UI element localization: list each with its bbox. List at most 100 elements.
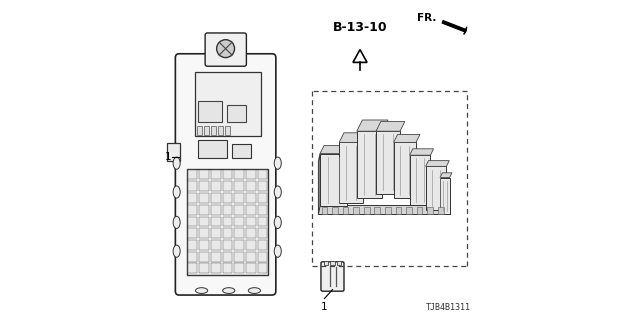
Bar xyxy=(258,252,268,261)
Polygon shape xyxy=(410,149,434,155)
Bar xyxy=(234,193,244,203)
Bar xyxy=(211,181,221,191)
Text: 1: 1 xyxy=(164,152,172,162)
Bar xyxy=(353,207,359,214)
Bar xyxy=(410,155,430,205)
Bar xyxy=(246,217,255,226)
Bar xyxy=(330,261,335,265)
Bar xyxy=(211,228,221,238)
Bar xyxy=(188,217,197,226)
Polygon shape xyxy=(353,50,367,62)
Bar xyxy=(223,181,232,191)
Bar xyxy=(223,193,232,203)
Bar xyxy=(211,217,221,226)
Bar xyxy=(258,217,268,226)
Bar xyxy=(234,181,244,191)
Bar xyxy=(364,207,370,214)
Bar xyxy=(332,207,338,214)
Polygon shape xyxy=(426,161,449,166)
Bar xyxy=(258,205,268,215)
Bar xyxy=(234,170,244,180)
Bar xyxy=(343,207,348,214)
Bar xyxy=(406,207,412,214)
Bar xyxy=(187,169,268,275)
Bar xyxy=(234,263,244,273)
Bar xyxy=(246,193,255,203)
FancyBboxPatch shape xyxy=(321,262,344,291)
Bar xyxy=(417,207,422,214)
Bar xyxy=(234,217,244,226)
Polygon shape xyxy=(320,146,351,154)
Circle shape xyxy=(216,40,235,58)
Bar xyxy=(258,263,268,273)
Bar xyxy=(200,217,209,226)
Bar xyxy=(200,263,209,273)
Bar xyxy=(324,261,328,265)
Bar xyxy=(188,228,197,238)
Bar xyxy=(246,181,255,191)
Bar xyxy=(426,166,447,210)
Text: B-13-10: B-13-10 xyxy=(333,20,387,34)
Bar xyxy=(246,252,255,261)
Bar xyxy=(188,181,197,191)
Bar xyxy=(211,170,221,180)
Ellipse shape xyxy=(275,186,282,198)
Bar xyxy=(188,252,197,261)
Bar xyxy=(339,142,364,203)
Bar xyxy=(223,170,232,180)
Ellipse shape xyxy=(173,186,180,198)
Bar xyxy=(223,205,232,215)
Bar xyxy=(232,144,252,158)
Bar xyxy=(198,140,227,158)
Text: TJB4B1311: TJB4B1311 xyxy=(426,303,470,312)
Bar xyxy=(320,154,347,206)
Bar xyxy=(200,170,209,180)
Ellipse shape xyxy=(275,245,282,257)
Bar xyxy=(218,126,223,135)
Bar xyxy=(211,252,221,261)
Bar xyxy=(211,126,216,135)
Bar xyxy=(223,252,232,261)
Bar xyxy=(204,126,209,135)
Bar xyxy=(200,252,209,261)
Polygon shape xyxy=(319,154,320,214)
Bar xyxy=(385,207,390,214)
Polygon shape xyxy=(394,134,420,142)
Bar xyxy=(394,142,416,198)
Polygon shape xyxy=(319,205,450,214)
Polygon shape xyxy=(339,133,368,142)
Bar xyxy=(223,263,232,273)
Polygon shape xyxy=(376,122,405,131)
Bar xyxy=(428,207,433,214)
Bar xyxy=(258,240,268,250)
Bar xyxy=(200,240,209,250)
Bar xyxy=(258,170,268,180)
Bar xyxy=(234,205,244,215)
Bar xyxy=(223,240,232,250)
Bar xyxy=(246,240,255,250)
Bar xyxy=(234,240,244,250)
Bar xyxy=(211,193,221,203)
Bar xyxy=(225,126,230,135)
Ellipse shape xyxy=(223,288,235,293)
Bar xyxy=(188,240,197,250)
Text: FR.: FR. xyxy=(417,12,437,23)
Bar xyxy=(200,181,209,191)
FancyBboxPatch shape xyxy=(175,54,276,295)
Ellipse shape xyxy=(173,245,180,257)
Ellipse shape xyxy=(173,157,180,169)
Bar xyxy=(337,261,341,265)
Bar xyxy=(234,252,244,261)
Bar xyxy=(188,193,197,203)
Bar xyxy=(211,263,221,273)
Bar xyxy=(188,263,197,273)
Bar xyxy=(167,143,180,161)
Bar xyxy=(188,170,197,180)
Bar xyxy=(438,207,444,214)
FancyBboxPatch shape xyxy=(205,33,246,66)
Bar xyxy=(440,178,450,214)
Bar xyxy=(234,228,244,238)
Bar xyxy=(246,228,255,238)
Bar xyxy=(374,207,380,214)
Bar xyxy=(246,205,255,215)
